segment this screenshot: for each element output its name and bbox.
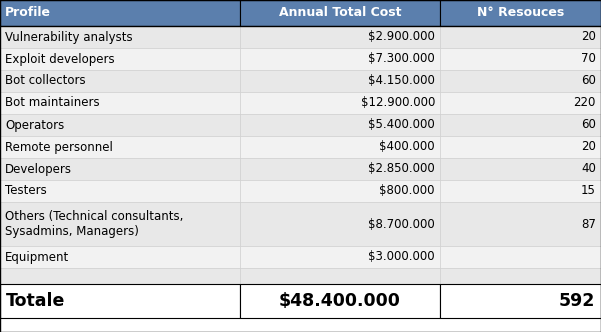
Bar xyxy=(0,202,240,246)
Text: Developers: Developers xyxy=(5,162,72,176)
Text: $2.850.000: $2.850.000 xyxy=(368,162,435,176)
Text: N° Resouces: N° Resouces xyxy=(477,7,564,20)
Bar xyxy=(440,158,601,180)
Bar xyxy=(440,0,601,26)
Bar xyxy=(440,114,601,136)
Bar xyxy=(0,0,240,26)
Text: Vulnerability analysts: Vulnerability analysts xyxy=(5,31,133,43)
Text: 60: 60 xyxy=(581,74,596,88)
Text: Profile: Profile xyxy=(5,7,51,20)
Bar xyxy=(440,48,601,70)
Bar xyxy=(0,158,240,180)
Text: Operators: Operators xyxy=(5,119,64,131)
Bar xyxy=(440,26,601,48)
Text: 70: 70 xyxy=(581,52,596,65)
Text: $400.000: $400.000 xyxy=(379,140,435,153)
Bar xyxy=(240,48,440,70)
Bar xyxy=(440,136,601,158)
Text: 20: 20 xyxy=(581,31,596,43)
Text: $7.300.000: $7.300.000 xyxy=(368,52,435,65)
Bar xyxy=(240,202,440,246)
Text: Equipment: Equipment xyxy=(5,251,69,264)
Bar xyxy=(240,26,440,48)
Bar xyxy=(240,158,440,180)
Bar xyxy=(240,114,440,136)
Text: Bot maintainers: Bot maintainers xyxy=(5,97,100,110)
Bar xyxy=(240,246,440,268)
Bar xyxy=(0,114,240,136)
Text: 220: 220 xyxy=(573,97,596,110)
Bar xyxy=(440,246,601,268)
Bar xyxy=(0,70,240,92)
Text: 20: 20 xyxy=(581,140,596,153)
Bar xyxy=(240,284,440,318)
Bar xyxy=(0,136,240,158)
Bar xyxy=(440,202,601,246)
Bar xyxy=(240,92,440,114)
Bar xyxy=(0,26,240,48)
Text: $8.700.000: $8.700.000 xyxy=(368,217,435,230)
Bar xyxy=(240,136,440,158)
Text: $4.150.000: $4.150.000 xyxy=(368,74,435,88)
Text: Exploit developers: Exploit developers xyxy=(5,52,115,65)
Text: $48.400.000: $48.400.000 xyxy=(279,292,401,310)
Bar xyxy=(240,70,440,92)
Bar xyxy=(0,180,240,202)
Text: $3.000.000: $3.000.000 xyxy=(368,251,435,264)
Text: Others (Technical consultants,
Sysadmins, Managers): Others (Technical consultants, Sysadmins… xyxy=(5,210,183,238)
Text: Testers: Testers xyxy=(5,185,47,198)
Bar xyxy=(0,246,240,268)
Text: Remote personnel: Remote personnel xyxy=(5,140,113,153)
Text: Annual Total Cost: Annual Total Cost xyxy=(279,7,401,20)
Bar xyxy=(240,180,440,202)
Text: 15: 15 xyxy=(581,185,596,198)
Bar xyxy=(240,268,440,284)
Text: 87: 87 xyxy=(581,217,596,230)
Text: $800.000: $800.000 xyxy=(379,185,435,198)
Bar xyxy=(0,48,240,70)
Text: $5.400.000: $5.400.000 xyxy=(368,119,435,131)
Bar xyxy=(440,180,601,202)
Bar xyxy=(440,70,601,92)
Text: $12.900.000: $12.900.000 xyxy=(361,97,435,110)
Bar xyxy=(440,92,601,114)
Bar xyxy=(0,284,240,318)
Text: 592: 592 xyxy=(558,292,595,310)
Bar xyxy=(0,268,240,284)
Text: 40: 40 xyxy=(581,162,596,176)
Text: $2.900.000: $2.900.000 xyxy=(368,31,435,43)
Text: Totale: Totale xyxy=(6,292,66,310)
Bar xyxy=(240,0,440,26)
Text: 60: 60 xyxy=(581,119,596,131)
Text: Bot collectors: Bot collectors xyxy=(5,74,85,88)
Bar xyxy=(440,268,601,284)
Bar xyxy=(440,284,601,318)
Bar xyxy=(0,92,240,114)
